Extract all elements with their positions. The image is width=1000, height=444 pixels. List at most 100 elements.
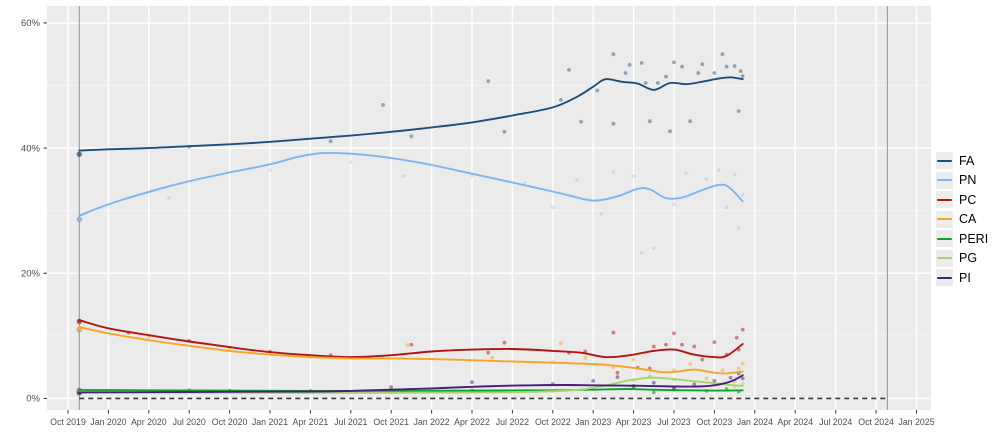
poll-point-FA [732, 64, 737, 68]
poll-point-CA [736, 366, 741, 371]
poll-point-FA [656, 81, 660, 85]
poll-point-PN [167, 196, 171, 201]
election-result-FA [76, 151, 83, 158]
legend-label: PG [959, 251, 978, 265]
poll-point-PC [740, 327, 745, 332]
poll-point-FA [381, 103, 385, 107]
poll-point-PC [692, 344, 697, 349]
legend-label: PERI [959, 231, 989, 246]
x-tick-label: Jul 2023 [657, 417, 690, 427]
scatter-points-FA [187, 52, 745, 149]
poll-point-FA [664, 74, 668, 79]
poll-point-PC [409, 342, 414, 347]
x-tick-label: Jul 2024 [819, 417, 852, 427]
poll-point-PN [732, 172, 737, 177]
x-tick-label: Oct 2023 [697, 417, 733, 427]
legend-label: FA [959, 153, 975, 168]
y-tick-label: 20% [21, 268, 41, 279]
y-tick-label: 60% [21, 18, 41, 29]
trend-line-CA [78, 326, 744, 375]
poll-point-FA [627, 62, 632, 67]
poll-point-FA [680, 64, 684, 69]
gridlines-minor [47, 85, 931, 337]
axes: Oct 2019 Jan 2020 Apr 2020 Jul 2020 Oct 2020… [21, 18, 935, 427]
poll-point-CA [583, 355, 588, 360]
legend-key-swatch [936, 191, 953, 209]
poll-point-FA [486, 79, 491, 83]
legend-label: PC [959, 192, 977, 207]
poll-point-PN [348, 159, 353, 164]
poll-point-FA [647, 119, 652, 124]
x-tick-label: Jul 2021 [334, 417, 367, 427]
legend-color-line [937, 179, 952, 182]
poll-point-PN [736, 226, 741, 231]
legend-item-pn: PN [936, 171, 988, 191]
y-tick-label: 0% [26, 394, 40, 405]
poll-point-PN [651, 246, 656, 251]
election-result-PN [76, 216, 83, 223]
poll-point-FA [559, 98, 563, 102]
legend-item-ca: CA [936, 210, 988, 230]
legend-color-line [937, 257, 952, 260]
poll-point-CA [559, 341, 563, 346]
x-tick-label: Jan 2020 [90, 417, 126, 427]
poll-point-FA [740, 74, 745, 78]
x-tick-label: Apr 2024 [777, 417, 813, 427]
poll-point-PN [684, 171, 689, 176]
poll-point-PN [740, 193, 745, 197]
poll-point-PC [672, 331, 676, 336]
poll-point-PC [651, 344, 656, 349]
legend-key-swatch [936, 269, 953, 287]
poll-point-PG [740, 381, 745, 386]
trend-line-PERI [78, 388, 744, 392]
poll-point-PN [639, 250, 644, 255]
legend-color-line [937, 218, 952, 221]
x-tick-label: Oct 2021 [373, 417, 409, 427]
poll-point-FA [611, 121, 616, 126]
poll-point-CA [688, 362, 693, 366]
poll-point-PN [716, 168, 721, 172]
poll-point-PI [651, 380, 656, 385]
poll-point-PI [591, 379, 596, 383]
poll-point-CA [405, 343, 410, 348]
poll-point-FA [643, 81, 648, 85]
x-tick-label: Jul 2022 [496, 417, 529, 427]
poll-point-PC [615, 370, 620, 375]
legend-label: CA [959, 212, 977, 226]
poll-point-PN [631, 174, 636, 179]
poll-point-PI [615, 375, 620, 379]
poll-point-PN [611, 170, 616, 174]
x-tick-label: Apr 2021 [293, 417, 329, 427]
poll-point-FA [328, 139, 333, 144]
poll-point-FA [567, 67, 571, 72]
poll-point-PN [401, 174, 406, 179]
poll-point-CA [631, 357, 636, 362]
x-tick-label: Apr 2023 [616, 417, 652, 427]
legend-color-line [937, 159, 952, 162]
poll-point-FA [712, 71, 717, 75]
trend-line-PC [78, 319, 744, 359]
legend-key-swatch [936, 210, 953, 228]
x-tick-label: Jul 2020 [173, 417, 206, 427]
poll-point-PI [712, 379, 717, 383]
poll-point-PN [550, 205, 555, 210]
poll-point-CA [490, 355, 495, 360]
x-tick-label: Oct 2019 [50, 417, 86, 427]
legend-key-swatch [936, 152, 953, 170]
x-tick-label: Jan 2022 [413, 417, 449, 427]
poll-point-PN [704, 177, 709, 182]
poll-point-FA [595, 88, 600, 93]
poll-point-CA [740, 361, 745, 366]
x-tick-label: Jan 2023 [575, 417, 611, 427]
trend-line-PN [78, 151, 744, 217]
poll-point-PC [502, 340, 507, 345]
poll-point-PC [611, 330, 616, 335]
x-tick-label: Apr 2022 [454, 417, 490, 427]
poll-point-FA [688, 119, 693, 124]
legend-color-line [937, 237, 952, 240]
legend-item-peri: PERI [936, 229, 988, 249]
poll-point-FA [623, 71, 628, 75]
legend-key-swatch [936, 171, 953, 189]
x-tick-label: Jan 2021 [252, 417, 288, 427]
